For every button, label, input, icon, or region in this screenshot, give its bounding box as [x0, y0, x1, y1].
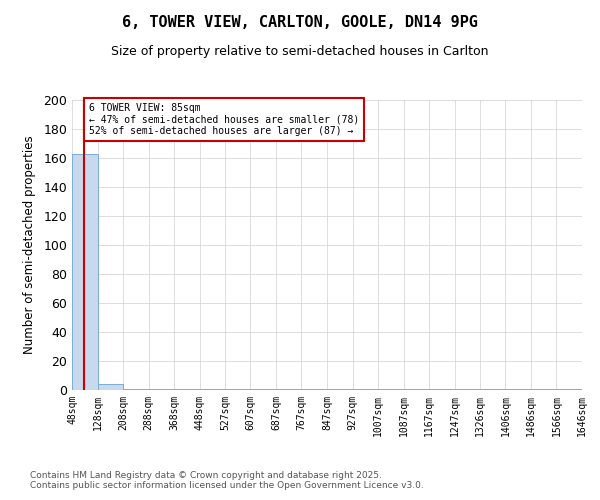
Bar — [225, 388, 250, 390]
Bar — [174, 388, 200, 390]
Bar — [353, 388, 378, 390]
Y-axis label: Number of semi-detached properties: Number of semi-detached properties — [23, 136, 37, 354]
Text: 6, TOWER VIEW, CARLTON, GOOLE, DN14 9PG: 6, TOWER VIEW, CARLTON, GOOLE, DN14 9PG — [122, 15, 478, 30]
Bar — [327, 388, 353, 390]
Bar — [72, 154, 98, 390]
Bar — [404, 388, 429, 390]
Bar — [505, 388, 531, 390]
Bar — [301, 388, 327, 390]
Bar — [429, 388, 455, 390]
Text: 6 TOWER VIEW: 85sqm
← 47% of semi-detached houses are smaller (78)
52% of semi-d: 6 TOWER VIEW: 85sqm ← 47% of semi-detach… — [89, 103, 359, 136]
Bar — [455, 388, 480, 390]
Bar — [250, 388, 276, 390]
Bar — [98, 384, 123, 390]
Text: Size of property relative to semi-detached houses in Carlton: Size of property relative to semi-detach… — [111, 45, 489, 58]
Text: Contains HM Land Registry data © Crown copyright and database right 2025.
Contai: Contains HM Land Registry data © Crown c… — [30, 470, 424, 490]
Bar — [556, 388, 582, 390]
Bar — [149, 388, 174, 390]
Bar — [123, 388, 149, 390]
Bar — [531, 388, 556, 390]
Bar — [276, 388, 301, 390]
Bar — [480, 388, 505, 390]
Bar — [200, 388, 225, 390]
Bar — [378, 388, 404, 390]
